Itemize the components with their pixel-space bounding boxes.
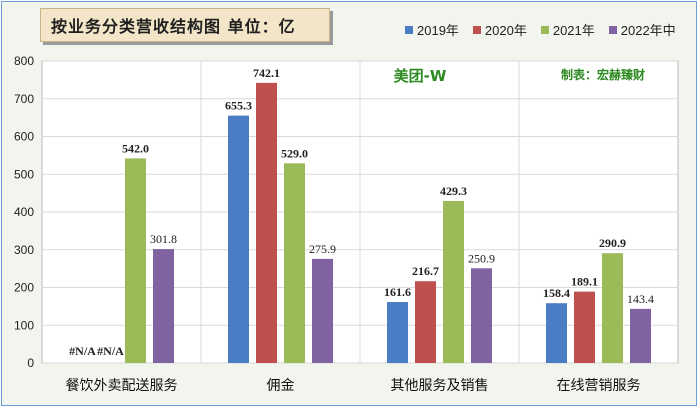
legend-label: 2022年中 [620, 23, 676, 38]
bar [256, 82, 277, 364]
data-label: 189.1 [571, 275, 598, 289]
legend-item: 2019年 [405, 20, 459, 39]
y-tick-label: 500 [14, 167, 34, 181]
y-tick-label: 300 [14, 243, 34, 257]
y-tick-label: 200 [14, 281, 34, 295]
category-label: 餐饮外卖配送服务 [66, 377, 178, 393]
bar [284, 163, 305, 363]
data-label: 250.9 [468, 251, 495, 265]
data-label: 216.7 [412, 264, 439, 278]
legend-label: 2019年 [417, 23, 459, 38]
data-label: 143.4 [627, 292, 654, 306]
y-tick-label: 400 [14, 205, 34, 219]
legend-item: 2020年 [472, 20, 527, 39]
category-label: 其他服务及销售 [391, 377, 489, 393]
bar [228, 115, 249, 363]
legend-swatch [472, 25, 481, 34]
data-label: 161.6 [384, 285, 411, 299]
bar [312, 258, 333, 363]
y-tick-label: 0 [27, 356, 34, 370]
data-label-na: #N/A [69, 344, 96, 358]
data-label: 301.8 [150, 232, 177, 246]
data-label: 655.3 [225, 99, 252, 113]
bar [630, 308, 651, 363]
y-tick-label: 100 [14, 318, 34, 332]
legend-label: 2020年 [484, 23, 527, 38]
data-label: 542.0 [122, 141, 149, 155]
bar [471, 268, 492, 363]
bar [153, 249, 174, 363]
brand-note: 美团-W [394, 67, 447, 85]
data-label: 275.9 [309, 242, 336, 256]
bar [574, 291, 595, 363]
legend-item: 2022年中 [608, 20, 676, 39]
chart-title: 按业务分类营收结构图 单位：亿 [51, 17, 296, 36]
data-label-na: #N/A [97, 344, 124, 358]
y-tick-label: 800 [14, 54, 34, 68]
bar [443, 200, 464, 363]
data-label: 429.3 [440, 184, 467, 198]
data-label: 158.4 [543, 286, 570, 300]
legend-swatch [405, 25, 413, 34]
data-label: 290.9 [599, 236, 626, 250]
bar [415, 281, 436, 363]
legend-swatch [608, 25, 617, 34]
data-label: 529.0 [281, 146, 308, 160]
bar [387, 301, 408, 363]
y-tick-label: 600 [14, 130, 34, 144]
bar [602, 253, 623, 363]
category-label: 佣金 [267, 377, 295, 393]
category-label: 在线营销服务 [557, 377, 641, 393]
bar [125, 158, 146, 363]
bar [546, 303, 567, 363]
legend-label: 2021年 [552, 23, 595, 38]
legend-swatch [540, 25, 549, 34]
legend-item: 2021年 [540, 20, 595, 39]
legend: 2019年 2020年 2021年 2022年中 [405, 20, 676, 39]
data-label: 742.1 [253, 66, 280, 80]
author-note: 制表：宏赫臻财 [561, 67, 645, 82]
y-tick-label: 700 [14, 92, 34, 106]
chart-title-box: 按业务分类营收结构图 单位：亿 [40, 8, 330, 42]
